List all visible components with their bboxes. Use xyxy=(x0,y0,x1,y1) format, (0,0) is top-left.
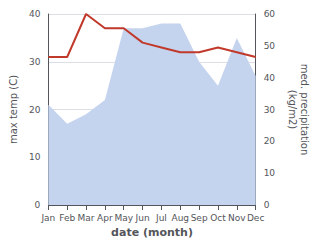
svg-text:Jan: Jan xyxy=(40,213,55,223)
svg-text:Feb: Feb xyxy=(59,213,75,223)
svg-text:May: May xyxy=(114,213,133,223)
svg-text:Aug: Aug xyxy=(171,213,189,223)
svg-text:(kg/m2): (kg/m2) xyxy=(287,90,298,130)
svg-text:max temp (C): max temp (C) xyxy=(8,75,19,144)
svg-text:med. precipitation: med. precipitation xyxy=(299,64,310,156)
svg-text:Jul: Jul xyxy=(155,213,167,223)
svg-text:20: 20 xyxy=(29,105,41,115)
svg-text:Jun: Jun xyxy=(135,213,150,223)
svg-text:Apr: Apr xyxy=(97,213,113,223)
svg-text:Nov: Nov xyxy=(228,213,246,223)
svg-text:10: 10 xyxy=(264,168,276,178)
svg-text:20: 20 xyxy=(264,136,276,146)
svg-text:40: 40 xyxy=(29,9,41,19)
svg-text:30: 30 xyxy=(29,57,41,67)
svg-text:10: 10 xyxy=(29,152,41,162)
svg-text:Dec: Dec xyxy=(247,213,264,223)
svg-text:Sep: Sep xyxy=(191,213,208,223)
svg-text:40: 40 xyxy=(264,73,276,83)
svg-text:Oct: Oct xyxy=(210,213,226,223)
svg-text:30: 30 xyxy=(264,105,276,115)
svg-text:0: 0 xyxy=(35,200,41,210)
svg-text:60: 60 xyxy=(264,9,276,19)
svg-text:50: 50 xyxy=(264,41,276,51)
svg-text:0: 0 xyxy=(264,200,270,210)
svg-text:date (month): date (month) xyxy=(111,226,193,239)
svg-text:Mar: Mar xyxy=(78,213,95,223)
